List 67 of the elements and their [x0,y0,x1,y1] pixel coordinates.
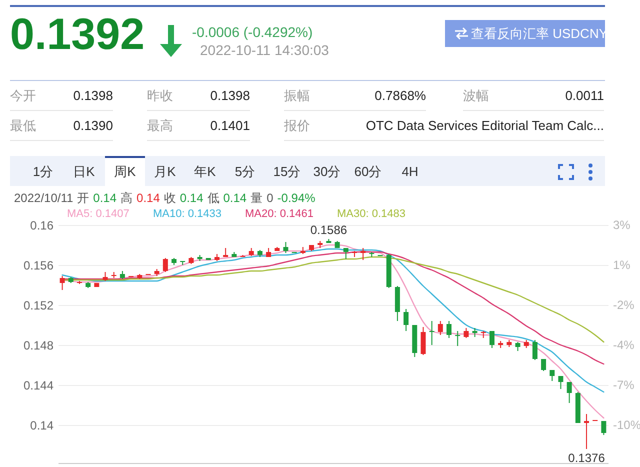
candlestick [162,258,168,272]
text: -0.0006 (-0.4292%) [192,24,313,40]
candlestick [60,276,65,290]
text: 15分 [273,164,301,179]
candlestick [566,382,572,404]
candlestick [541,358,546,372]
text: 4H [402,164,418,179]
candlestick [404,308,409,332]
y-tick-label: 0.156 [23,258,54,272]
candlestick [438,320,443,336]
text: 年K [194,164,216,179]
y-tick-label: 0.144 [23,378,54,392]
candlestick [464,328,469,338]
annotation: 0.1586 [310,223,348,237]
text: 5分 [234,164,256,179]
text: 0.1401 [210,118,250,133]
candlestick [429,320,434,346]
candlestick [455,330,460,346]
text: 最高 [147,118,173,133]
text: 昨收 [147,88,173,103]
text: 0.1390 [73,118,113,133]
text: 报价 [284,118,310,133]
candlestick [283,242,288,254]
candlestick [343,248,348,260]
text: MA30: 0.1483 [337,208,406,220]
annotation: 0.1376 [568,451,606,465]
candlestick [446,320,452,338]
text: MA20: 0.1461 [245,208,314,220]
text: 0.7868% [374,88,426,103]
text: 月K [154,164,176,179]
candlestick [420,326,426,356]
candlestick [584,414,590,450]
text: 最低 [10,118,36,133]
text: 查看反向汇率 USDCNY [471,26,608,41]
text: 0.0011 [565,88,604,103]
candlestick [532,340,538,360]
text: OTC Data Services Editorial Team Calc... [366,118,604,133]
text: 0.1392 [10,10,145,59]
text: 0.1398 [210,88,250,103]
text: 日K [73,164,95,179]
y2-tick-label: -4% [613,338,635,352]
text: MA10: 0.1433 [153,208,222,220]
y2-tick-label: 1% [613,258,631,272]
y2-tick-label: -7% [613,378,635,392]
y-tick-label: 0.14 [30,418,54,432]
y-tick-label: 0.148 [23,338,54,352]
candlestick [360,248,366,260]
candlestick [489,330,494,348]
text: MA5: 0.1407 [67,208,130,220]
text: 2022-10-11 14:30:03 [200,42,329,58]
text: 0.1398 [73,88,113,103]
candlestick [558,376,564,390]
y-tick-label: 0.16 [30,218,54,232]
text: 1分 [32,164,54,179]
text: 2022/10/11 开 0.14 高 0.14 收 0.14 低 0.14 量 0 -0.94% [14,191,316,205]
candlestick [601,420,606,436]
candlestick [550,370,555,382]
text: 振幅 [284,88,310,103]
text: 30分 [313,164,341,179]
y-tick-label: 0.152 [23,298,54,312]
y2-tick-label: 3% [613,218,631,232]
text: 波幅 [463,88,489,103]
text: 今开 [10,88,36,103]
y2-tick-label: -2% [613,298,635,312]
text: 60分 [354,164,382,179]
line-series [62,248,604,393]
text: 周K [114,164,136,179]
